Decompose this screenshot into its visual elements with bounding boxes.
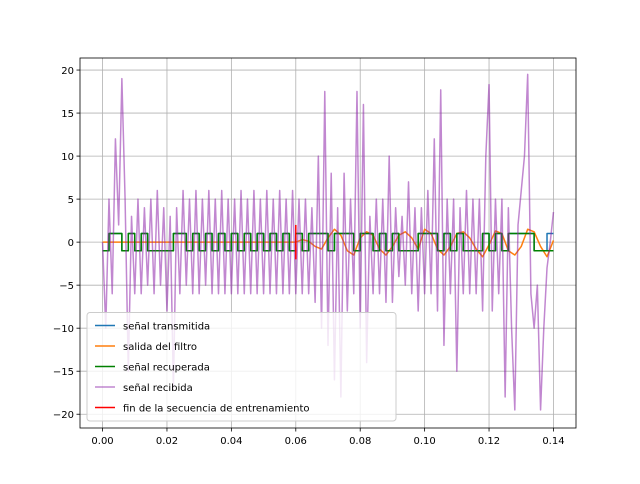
legend-label: señal recuperada [123, 363, 210, 374]
y-tick-label: 10 [61, 152, 74, 163]
legend-label: fin de la secuencia de entrenamiento [123, 404, 310, 415]
x-tick-label: 0.14 [542, 436, 564, 447]
legend: señal transmitida salida del filtro señal … [86, 312, 397, 422]
x-tick-label: 0.04 [220, 436, 242, 447]
y-tick-label: 0 [68, 238, 74, 249]
x-tick-label: 0.00 [91, 436, 113, 447]
plot-frame [79, 57, 577, 429]
y-tick-label: −5 [59, 281, 74, 292]
x-tick-label: 0.10 [413, 436, 435, 447]
legend-label: señal transmitida [123, 322, 210, 333]
x-tick-label: 0.08 [349, 436, 371, 447]
y-tick-label: 5 [68, 195, 74, 206]
x-tick-label: 0.12 [478, 436, 500, 447]
y-tick-label: −15 [53, 367, 74, 378]
x-tick-label: 0.06 [285, 436, 307, 447]
y-tick-label: −20 [53, 410, 74, 421]
legend-box [86, 312, 397, 422]
y-tick-label: 20 [61, 66, 74, 77]
y-tick-label: 15 [61, 109, 74, 120]
x-tick-label: 0.02 [156, 436, 178, 447]
legend-label: señal recibida [123, 383, 193, 394]
legend-label: salida del filtro [123, 342, 197, 353]
y-tick-label: −10 [53, 324, 74, 335]
